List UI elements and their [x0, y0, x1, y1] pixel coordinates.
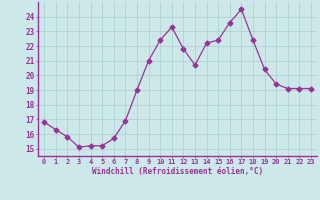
X-axis label: Windchill (Refroidissement éolien,°C): Windchill (Refroidissement éolien,°C) [92, 167, 263, 176]
